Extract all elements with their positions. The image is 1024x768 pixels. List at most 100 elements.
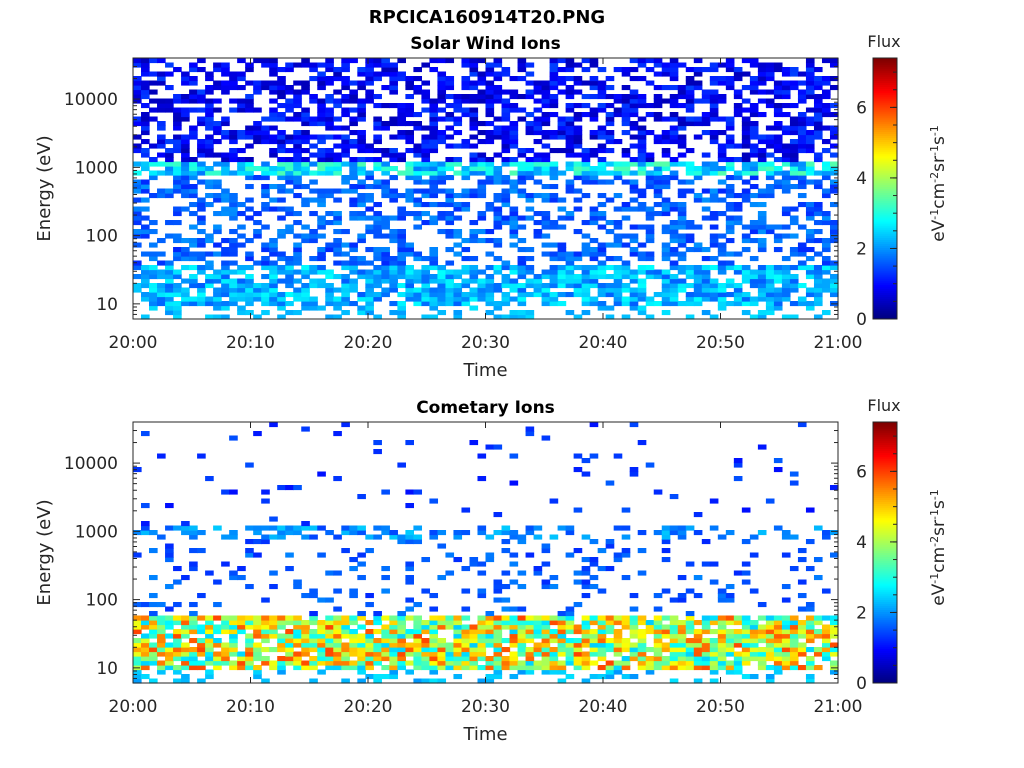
- heatmap-cell: [677, 651, 687, 657]
- heatmap-cell: [189, 283, 198, 289]
- heatmap-cell: [581, 265, 591, 271]
- colorbar-segment: [873, 280, 897, 283]
- heatmap-cell: [389, 188, 398, 194]
- heatmap-cell: [389, 530, 398, 536]
- heatmap-cell: [165, 188, 174, 194]
- colorbar-segment: [873, 617, 897, 621]
- heatmap-cell: [429, 606, 439, 612]
- heatmap-cell: [373, 674, 382, 680]
- heatmap-cell: [685, 615, 695, 621]
- heatmap-cell: [725, 121, 735, 127]
- heatmap-cell: [549, 62, 559, 68]
- heatmap-cell: [653, 179, 663, 185]
- heatmap-cell: [285, 134, 294, 140]
- colorbar-segment: [873, 286, 897, 289]
- heatmap-cell: [189, 76, 198, 82]
- heatmap-cell: [653, 98, 663, 104]
- heatmap-cell: [669, 525, 679, 531]
- heatmap-cell: [349, 665, 358, 671]
- heatmap-cell: [229, 642, 238, 648]
- colorbar-segment: [873, 446, 897, 450]
- heatmap-cell: [405, 242, 414, 248]
- heatmap-cell: [749, 58, 759, 64]
- heatmap-cell: [165, 301, 174, 307]
- heatmap-cell: [813, 170, 823, 176]
- heatmap-cell: [773, 166, 783, 172]
- heatmap-cell: [501, 278, 511, 284]
- heatmap-cell: [669, 130, 679, 136]
- heatmap-cell: [821, 166, 831, 172]
- heatmap-cell: [181, 188, 190, 194]
- heatmap-cell: [773, 458, 783, 464]
- heatmap-cell: [557, 197, 567, 203]
- heatmap-cell: [181, 296, 190, 302]
- heatmap-cell: [461, 175, 471, 181]
- heatmap-cell: [709, 166, 719, 172]
- heatmap-cell: [405, 660, 414, 666]
- heatmap-cell: [437, 139, 447, 145]
- colorbar-segment: [873, 654, 897, 657]
- heatmap-cell: [581, 287, 591, 293]
- heatmap-cell: [565, 615, 575, 621]
- heatmap-cell: [285, 170, 294, 176]
- colorbar-segment: [873, 562, 897, 566]
- heatmap-cell: [797, 121, 807, 127]
- heatmap-cell: [381, 489, 390, 495]
- heatmap-cell: [429, 121, 439, 127]
- heatmap-cell: [197, 548, 206, 554]
- heatmap-cell: [453, 310, 463, 316]
- heatmap-cell: [477, 593, 487, 599]
- colorbar-segment: [873, 166, 897, 169]
- heatmap-cell: [701, 121, 711, 127]
- heatmap-cell: [453, 296, 463, 302]
- heatmap-cell: [549, 647, 559, 653]
- heatmap-cell: [141, 71, 150, 77]
- heatmap-cell: [637, 206, 647, 212]
- heatmap-cell: [821, 94, 831, 100]
- heatmap-cell: [677, 161, 687, 167]
- heatmap-cell: [341, 278, 350, 284]
- heatmap-cell: [493, 220, 503, 226]
- heatmap-cell: [341, 125, 350, 131]
- heatmap-cell: [149, 170, 158, 176]
- heatmap-cell: [581, 678, 591, 684]
- heatmap-cell: [485, 85, 495, 91]
- heatmap-cell: [781, 71, 791, 77]
- heatmap-cell: [589, 620, 599, 626]
- heatmap-cell: [277, 76, 286, 82]
- heatmap-cell: [477, 139, 487, 145]
- heatmap-cell: [509, 170, 519, 176]
- heatmap-cell: [637, 166, 647, 172]
- heatmap-cell: [333, 229, 342, 235]
- heatmap-cell: [509, 287, 519, 293]
- heatmap-cell: [629, 620, 639, 626]
- heatmap-cell: [589, 107, 599, 113]
- heatmap-cell: [405, 112, 414, 118]
- heatmap-cell: [533, 233, 543, 239]
- heatmap-cell: [805, 274, 815, 280]
- heatmap-cell: [757, 152, 767, 158]
- heatmap-cell: [221, 71, 230, 77]
- heatmap-cell: [821, 260, 831, 266]
- heatmap-cell: [445, 157, 455, 163]
- heatmap-cell: [645, 462, 655, 468]
- heatmap-cell: [389, 665, 398, 671]
- heatmap-cell: [741, 561, 751, 567]
- heatmap-cell: [157, 98, 166, 104]
- heatmap-cell: [573, 656, 583, 662]
- heatmap-cell: [549, 665, 559, 671]
- heatmap-cell: [805, 606, 815, 612]
- heatmap-cell: [557, 660, 567, 666]
- heatmap-cell: [261, 660, 270, 666]
- heatmap-cell: [781, 615, 791, 621]
- heatmap-cell: [741, 139, 751, 145]
- heatmap-cell: [781, 161, 791, 167]
- heatmap-cell: [501, 656, 511, 662]
- heatmap-cell: [565, 256, 575, 262]
- heatmap-cell: [229, 76, 238, 82]
- heatmap-cell: [509, 188, 519, 194]
- heatmap-cell: [709, 638, 719, 644]
- heatmap-cell: [501, 71, 511, 77]
- heatmap-cell: [621, 674, 631, 680]
- heatmap-cell: [781, 188, 791, 194]
